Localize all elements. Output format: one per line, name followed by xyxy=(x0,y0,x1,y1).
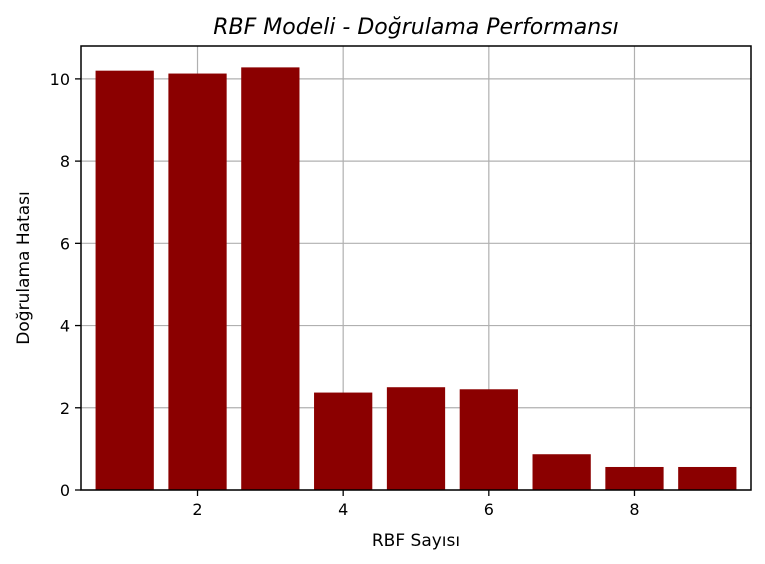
bar xyxy=(168,74,226,490)
y-tick-label: 0 xyxy=(60,481,70,500)
x-tick-label: 4 xyxy=(338,500,348,519)
bars xyxy=(96,67,737,490)
y-tick-label: 10 xyxy=(50,70,70,89)
x-axis-label: RBF Sayısı xyxy=(372,531,460,551)
x-tick-label: 6 xyxy=(484,500,494,519)
bar xyxy=(96,71,154,490)
bar xyxy=(314,393,372,490)
bar xyxy=(387,387,445,490)
chart-title: RBF Modeli - Doğrulama Performansı xyxy=(213,15,619,40)
bar xyxy=(533,454,591,490)
x-tick-label: 8 xyxy=(629,500,639,519)
bar xyxy=(460,389,518,490)
y-tick-label: 2 xyxy=(60,399,70,418)
y-tick-label: 6 xyxy=(60,234,70,253)
bar xyxy=(241,67,299,490)
y-axis-label: Doğrulama Hatası xyxy=(14,191,34,344)
bar xyxy=(605,467,663,490)
y-tick-label: 4 xyxy=(60,317,70,336)
x-tick-label: 2 xyxy=(192,500,202,519)
bar xyxy=(678,467,736,490)
y-tick-label: 8 xyxy=(60,152,70,171)
